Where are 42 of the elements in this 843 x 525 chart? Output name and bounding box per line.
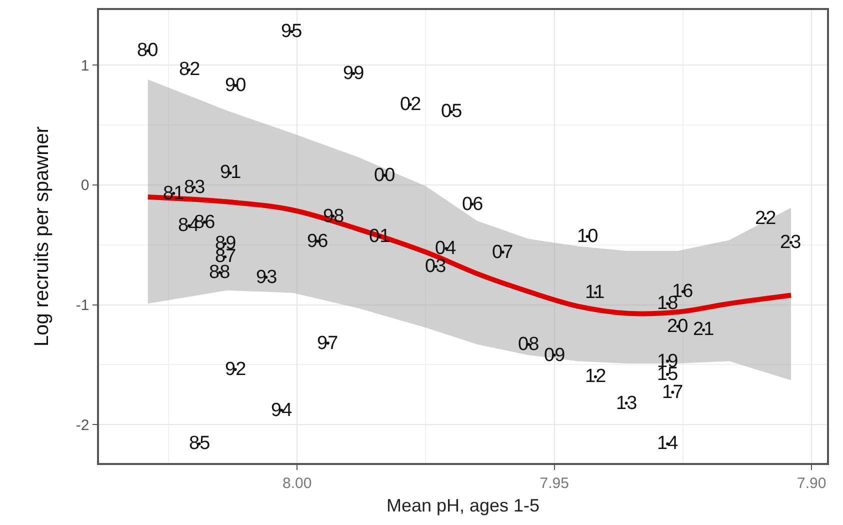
annotation: 96 <box>307 231 328 252</box>
annotation: 93 <box>256 267 278 288</box>
annotation: 14 <box>657 433 679 454</box>
annotation: 97 <box>317 333 338 354</box>
y-tick-label: 1 <box>80 57 90 74</box>
annotation: 07 <box>492 242 514 263</box>
annotation: 83 <box>184 177 206 198</box>
annotation: 23 <box>780 232 802 253</box>
annotation: 20 <box>667 316 688 337</box>
annotation: 12 <box>585 366 606 387</box>
annotation: 92 <box>225 359 246 380</box>
annotation: 02 <box>400 94 422 115</box>
y-tick-label: -2 <box>76 416 90 434</box>
annotation: 10 <box>577 226 598 247</box>
annotation: 95 <box>281 21 302 42</box>
annotation: 13 <box>616 393 638 414</box>
y-tick-label: -1 <box>76 297 90 314</box>
annotation: 17 <box>662 382 684 403</box>
annotation: 03 <box>425 256 446 277</box>
annotation: 90 <box>225 75 246 96</box>
annotation: 21 <box>693 319 714 340</box>
y-tick-label: 0 <box>80 177 90 194</box>
y-axis-title: Log recruits per spawner <box>30 126 53 347</box>
annotation: 91 <box>220 162 242 183</box>
annotation: 11 <box>585 282 605 303</box>
x-tick-label: 7.90 <box>796 474 826 492</box>
annotation: 09 <box>544 345 566 366</box>
annotation: 85 <box>189 433 210 454</box>
annotation: 00 <box>374 165 396 186</box>
annotation: 04 <box>435 238 457 259</box>
annotation: 88 <box>209 262 230 283</box>
annotation: 82 <box>179 59 200 80</box>
annotation: 99 <box>343 63 364 84</box>
annotation: 94 <box>271 400 293 421</box>
x-tick-label: 8.00 <box>282 474 312 492</box>
annotation: 05 <box>441 101 462 122</box>
annotation: 08 <box>518 334 540 355</box>
annotation: 80 <box>137 40 158 61</box>
annotation: 22 <box>755 208 776 229</box>
annotation: 06 <box>462 194 484 215</box>
x-axis-title: Mean pH, ages 1-5 <box>386 495 540 516</box>
x-tick-label: 7.95 <box>540 474 569 492</box>
